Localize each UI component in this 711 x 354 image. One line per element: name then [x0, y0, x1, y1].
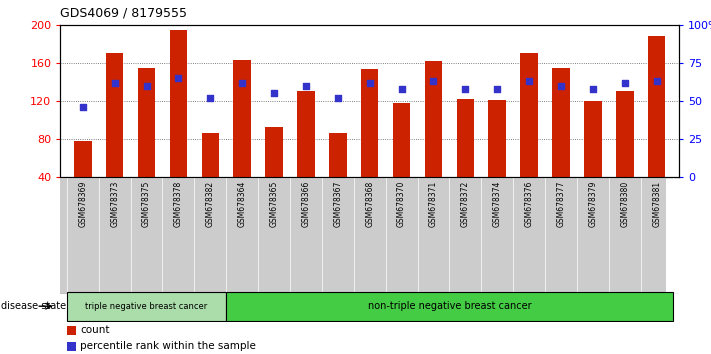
Bar [67, 292, 226, 321]
Text: percentile rank within the sample: percentile rank within the sample [80, 341, 256, 352]
Point [77, 104, 88, 110]
Bar [361, 69, 378, 177]
Bar [233, 60, 251, 177]
Bar [393, 103, 410, 177]
Text: GSM678369: GSM678369 [78, 181, 87, 227]
Text: GSM678382: GSM678382 [205, 181, 215, 227]
Bar [106, 53, 124, 177]
Point [587, 86, 599, 92]
Text: GSM678364: GSM678364 [237, 181, 247, 227]
Bar [226, 292, 673, 321]
Text: GSM678370: GSM678370 [397, 181, 406, 227]
Point [268, 90, 279, 96]
Point [332, 95, 343, 101]
Text: GDS4069 / 8179555: GDS4069 / 8179555 [60, 6, 188, 19]
Point [619, 80, 631, 85]
Point [460, 86, 471, 92]
Bar [456, 99, 474, 177]
Bar [170, 29, 187, 177]
Text: GSM678379: GSM678379 [589, 181, 597, 227]
Text: GSM678374: GSM678374 [493, 181, 502, 227]
Bar [616, 91, 634, 177]
Point [651, 78, 663, 84]
Point [491, 86, 503, 92]
Bar [424, 61, 442, 177]
Bar [67, 326, 76, 335]
Point [300, 83, 311, 88]
Text: triple negative breast cancer: triple negative breast cancer [85, 302, 208, 311]
Point [555, 83, 567, 88]
Point [205, 95, 216, 101]
Text: GSM678367: GSM678367 [333, 181, 342, 227]
Bar [329, 133, 346, 177]
Point [237, 80, 248, 85]
Text: count: count [80, 325, 109, 336]
Bar [297, 91, 315, 177]
Bar [520, 53, 538, 177]
Bar [138, 68, 155, 177]
Text: GSM678376: GSM678376 [525, 181, 534, 227]
Text: GSM678368: GSM678368 [365, 181, 374, 227]
Text: GSM678375: GSM678375 [142, 181, 151, 227]
Bar [552, 68, 570, 177]
Point [523, 78, 535, 84]
Bar [488, 100, 506, 177]
Point [109, 80, 120, 85]
Text: GSM678372: GSM678372 [461, 181, 470, 227]
Text: non-triple negative breast cancer: non-triple negative breast cancer [368, 301, 531, 311]
Bar [67, 342, 76, 351]
Text: GSM678377: GSM678377 [557, 181, 565, 227]
Text: GSM678373: GSM678373 [110, 181, 119, 227]
Point [364, 80, 375, 85]
Bar [648, 36, 665, 177]
Text: disease state: disease state [1, 301, 66, 311]
Text: GSM678378: GSM678378 [174, 181, 183, 227]
Bar [201, 133, 219, 177]
Point [173, 75, 184, 81]
Point [396, 86, 407, 92]
Text: GSM678381: GSM678381 [652, 181, 661, 227]
Bar [265, 127, 283, 177]
Text: GSM678371: GSM678371 [429, 181, 438, 227]
Bar [584, 101, 602, 177]
Text: GSM678365: GSM678365 [269, 181, 279, 227]
Bar [74, 141, 92, 177]
Text: GSM678380: GSM678380 [620, 181, 629, 227]
Text: GSM678366: GSM678366 [301, 181, 311, 227]
Point [141, 83, 152, 88]
Point [428, 78, 439, 84]
